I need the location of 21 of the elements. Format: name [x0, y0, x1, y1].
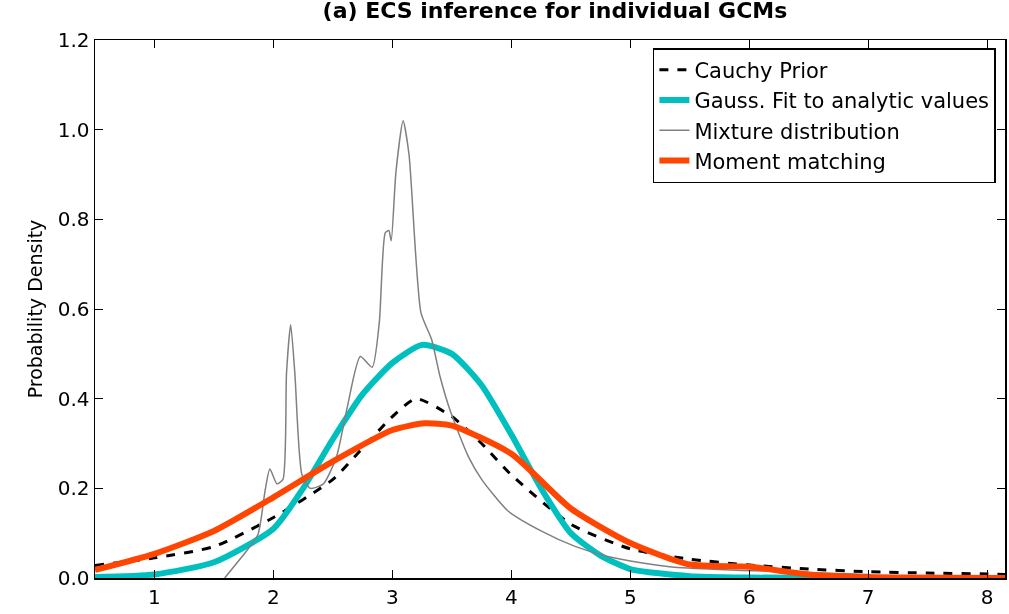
y-tick-label: 1.0 — [57, 117, 90, 142]
x-tick-label: 5 — [623, 584, 637, 609]
x-tick-label: 8 — [980, 584, 994, 609]
y-tick-label: 0.8 — [57, 207, 90, 232]
legend-label: Gauss. Fit to analytic values — [694, 89, 990, 114]
x-tick-label: 1 — [148, 584, 161, 609]
chart-title: (a) ECS inference for individual GCMs — [322, 0, 788, 24]
y-tick-label: 0.2 — [57, 476, 90, 501]
x-tick-label: 4 — [504, 584, 518, 609]
legend-label: Moment matching — [694, 149, 886, 174]
x-tick-label: 6 — [742, 584, 756, 609]
y-tick-label: 0.4 — [57, 386, 90, 411]
x-tick-label: 2 — [267, 584, 280, 609]
y-tick-label: 1.2 — [57, 28, 90, 52]
x-tick-label: 3 — [386, 584, 399, 609]
x-tick-label: 7 — [861, 584, 875, 609]
y-axis-title: Probability Density — [23, 219, 46, 399]
legend-label: Cauchy Prior — [694, 58, 828, 83]
y-tick-label: 0.0 — [57, 566, 90, 590]
legend-label: Mixture distribution — [694, 119, 900, 144]
y-tick-label: 0.6 — [57, 297, 90, 321]
